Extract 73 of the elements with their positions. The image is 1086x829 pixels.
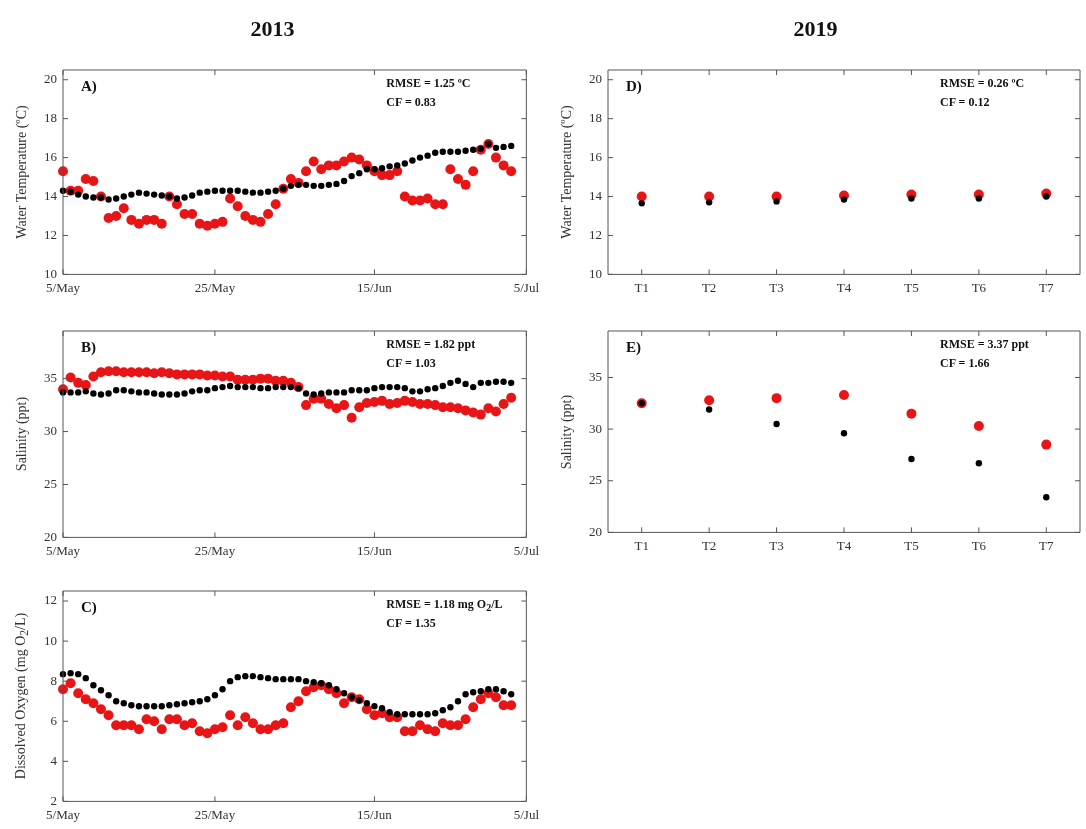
x-tick-label: 5/Jul: [513, 806, 540, 822]
y-tick-label: 30: [589, 420, 602, 436]
y-tick-label: 20: [44, 528, 57, 544]
y-tick-label: 20: [589, 523, 602, 539]
y-tick-label: 30: [44, 422, 57, 438]
y-tick-label: 18: [589, 110, 602, 126]
y-tick-label: 18: [44, 110, 57, 126]
annotation: CF = 1.03: [386, 356, 436, 371]
y-tick-label: 12: [589, 226, 602, 242]
y-tick-label: 20: [589, 71, 602, 87]
annotation: C): [81, 599, 97, 616]
x-tick-label: T3: [769, 279, 784, 295]
x-tick-label: T2: [701, 279, 717, 295]
chart-title: 2019: [792, 16, 839, 42]
y-tick-label: 25: [44, 475, 57, 491]
x-tick-label: T5: [904, 279, 919, 295]
x-tick-label: 15/Jun: [357, 542, 393, 558]
x-tick-label: T7: [1039, 537, 1054, 553]
x-tick-label: T6: [971, 279, 987, 295]
annotation: B): [81, 339, 96, 356]
y-tick-label: 4: [50, 752, 58, 768]
y-tick-label: 20: [44, 71, 57, 87]
annotation: RMSE = 1.18 mg O$_{2}$/L: [386, 597, 503, 614]
x-tick-label: 5/May: [46, 279, 81, 295]
annotation: RMSE = 1.82 ppt: [386, 337, 476, 352]
y-tick-label: 12: [44, 592, 57, 608]
annotation: RMSE = 3.37 ppt: [940, 337, 1029, 352]
y-axis-title: Salinity (ppt): [559, 394, 575, 469]
annotation: RMSE = 1.25 ºC: [386, 76, 471, 91]
x-tick-label: 5/May: [46, 542, 81, 558]
x-tick-label: 25/May: [194, 279, 236, 295]
x-tick-label: 5/May: [46, 806, 81, 822]
x-tick-label: T7: [1039, 279, 1054, 295]
y-axis-title: Salinity (ppt): [14, 397, 30, 472]
x-tick-label: T5: [904, 537, 919, 553]
x-tick-label: T6: [971, 537, 987, 553]
y-tick-label: 8: [50, 672, 57, 688]
x-tick-label: T4: [836, 537, 852, 553]
x-tick-label: T2: [701, 537, 717, 553]
x-tick-label: 15/Jun: [357, 279, 393, 295]
annotation: CF = 1.66: [940, 356, 990, 371]
x-tick-label: 25/May: [194, 542, 236, 558]
annotation: RMSE = 0.26 ºC: [940, 76, 1025, 91]
y-axis-title: Water Temperature (ºC): [14, 105, 30, 239]
y-axis-title: Water Temperature (ºC): [559, 105, 575, 239]
chart-title: 2013: [249, 16, 296, 42]
annotation: D): [626, 78, 642, 95]
y-tick-label: 25: [589, 472, 602, 488]
y-tick-label: 35: [44, 370, 57, 386]
y-tick-label: 10: [44, 632, 57, 648]
y-tick-label: 35: [589, 368, 602, 384]
x-tick-label: T3: [769, 537, 784, 553]
x-tick-label: 5/Jul: [513, 542, 540, 558]
x-tick-label: 25/May: [194, 806, 236, 822]
y-tick-label: 16: [44, 149, 58, 165]
y-tick-label: 2: [50, 792, 57, 808]
annotation: A): [81, 78, 97, 95]
annotation: CF = 0.12: [940, 95, 990, 110]
y-tick-label: 10: [44, 265, 57, 281]
annotation: E): [626, 339, 641, 356]
y-tick-label: 6: [50, 712, 58, 728]
x-tick-label: 15/Jun: [357, 806, 393, 822]
x-tick-label: T4: [836, 279, 852, 295]
y-tick-label: 10: [589, 265, 602, 281]
y-tick-label: 16: [589, 149, 603, 165]
x-tick-label: T1: [634, 537, 649, 553]
annotation: CF = 1.35: [386, 616, 436, 631]
y-tick-label: 14: [44, 187, 58, 203]
x-tick-label: T1: [634, 279, 649, 295]
x-tick-label: 5/Jul: [513, 279, 540, 295]
y-tick-label: 12: [44, 226, 57, 242]
annotation: CF = 0.83: [386, 95, 436, 110]
y-tick-label: 14: [589, 187, 603, 203]
